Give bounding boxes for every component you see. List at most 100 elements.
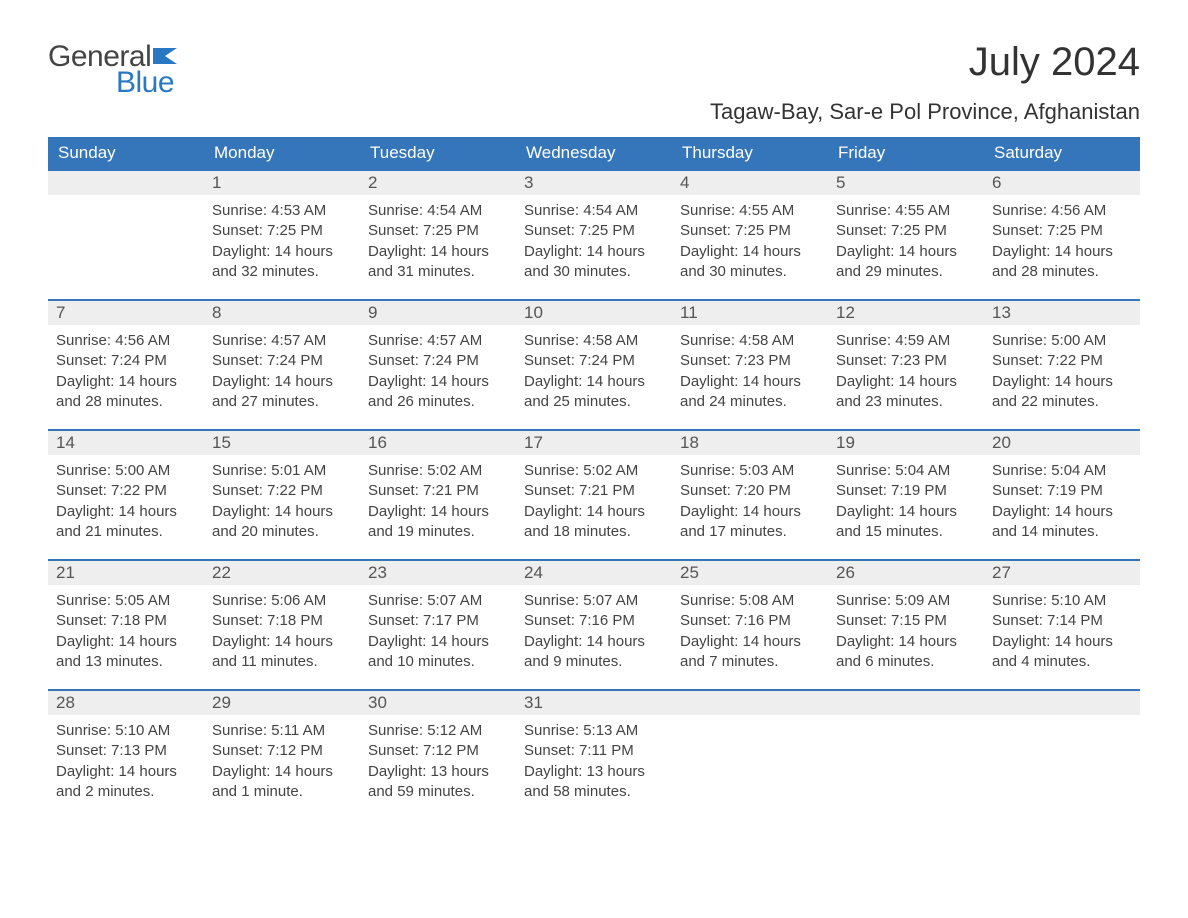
daylight1-text: Daylight: 14 hours — [836, 502, 976, 522]
day-cell: 26Sunrise: 5:09 AMSunset: 7:15 PMDayligh… — [828, 561, 984, 689]
day-cell: 1Sunrise: 4:53 AMSunset: 7:25 PMDaylight… — [204, 171, 360, 299]
day-cell: 28Sunrise: 5:10 AMSunset: 7:13 PMDayligh… — [48, 691, 204, 819]
daylight2-text: and 30 minutes. — [524, 262, 664, 282]
day-number: 15 — [204, 431, 360, 455]
day-number: 28 — [48, 691, 204, 715]
day-number: 17 — [516, 431, 672, 455]
sunrise-text: Sunrise: 4:58 AM — [680, 331, 820, 351]
day-body: Sunrise: 5:04 AMSunset: 7:19 PMDaylight:… — [984, 455, 1140, 554]
daylight1-text: Daylight: 14 hours — [680, 242, 820, 262]
daylight1-text: Daylight: 14 hours — [992, 372, 1132, 392]
daylight2-text: and 22 minutes. — [992, 392, 1132, 412]
sunset-text: Sunset: 7:18 PM — [212, 611, 352, 631]
day-cell: 15Sunrise: 5:01 AMSunset: 7:22 PMDayligh… — [204, 431, 360, 559]
daylight2-text: and 27 minutes. — [212, 392, 352, 412]
day-header: Thursday — [672, 137, 828, 169]
day-number — [828, 691, 984, 715]
day-body: Sunrise: 4:59 AMSunset: 7:23 PMDaylight:… — [828, 325, 984, 424]
sunrise-text: Sunrise: 5:13 AM — [524, 721, 664, 741]
daylight1-text: Daylight: 14 hours — [524, 372, 664, 392]
sunrise-text: Sunrise: 5:02 AM — [368, 461, 508, 481]
day-number: 24 — [516, 561, 672, 585]
sunrise-text: Sunrise: 4:55 AM — [836, 201, 976, 221]
daylight1-text: Daylight: 14 hours — [368, 502, 508, 522]
daylight1-text: Daylight: 14 hours — [680, 632, 820, 652]
day-number: 21 — [48, 561, 204, 585]
daylight1-text: Daylight: 14 hours — [836, 372, 976, 392]
day-number: 22 — [204, 561, 360, 585]
day-cell: 16Sunrise: 5:02 AMSunset: 7:21 PMDayligh… — [360, 431, 516, 559]
day-number: 7 — [48, 301, 204, 325]
day-header-row: Sunday Monday Tuesday Wednesday Thursday… — [48, 137, 1140, 169]
day-header: Wednesday — [516, 137, 672, 169]
sunset-text: Sunset: 7:25 PM — [524, 221, 664, 241]
daylight1-text: Daylight: 14 hours — [524, 632, 664, 652]
day-number: 23 — [360, 561, 516, 585]
sunrise-text: Sunrise: 5:02 AM — [524, 461, 664, 481]
day-body: Sunrise: 4:57 AMSunset: 7:24 PMDaylight:… — [204, 325, 360, 424]
day-body: Sunrise: 5:02 AMSunset: 7:21 PMDaylight:… — [360, 455, 516, 554]
sunset-text: Sunset: 7:24 PM — [524, 351, 664, 371]
daylight2-text: and 10 minutes. — [368, 652, 508, 672]
daylight1-text: Daylight: 14 hours — [524, 242, 664, 262]
day-number: 16 — [360, 431, 516, 455]
day-body: Sunrise: 4:55 AMSunset: 7:25 PMDaylight:… — [828, 195, 984, 294]
day-cell: 5Sunrise: 4:55 AMSunset: 7:25 PMDaylight… — [828, 171, 984, 299]
daylight1-text: Daylight: 14 hours — [56, 502, 196, 522]
day-body: Sunrise: 4:58 AMSunset: 7:24 PMDaylight:… — [516, 325, 672, 424]
day-body — [984, 715, 1140, 733]
sunrise-text: Sunrise: 4:58 AM — [524, 331, 664, 351]
day-body: Sunrise: 4:53 AMSunset: 7:25 PMDaylight:… — [204, 195, 360, 294]
logo-text-bottom: Blue — [116, 66, 174, 100]
day-cell: 22Sunrise: 5:06 AMSunset: 7:18 PMDayligh… — [204, 561, 360, 689]
day-number: 9 — [360, 301, 516, 325]
sunset-text: Sunset: 7:21 PM — [524, 481, 664, 501]
sunset-text: Sunset: 7:24 PM — [56, 351, 196, 371]
day-number: 14 — [48, 431, 204, 455]
sunset-text: Sunset: 7:25 PM — [212, 221, 352, 241]
sunrise-text: Sunrise: 5:06 AM — [212, 591, 352, 611]
day-cell — [672, 691, 828, 819]
daylight1-text: Daylight: 14 hours — [368, 632, 508, 652]
sunset-text: Sunset: 7:20 PM — [680, 481, 820, 501]
daylight2-text: and 13 minutes. — [56, 652, 196, 672]
daylight2-text: and 58 minutes. — [524, 782, 664, 802]
day-number: 3 — [516, 171, 672, 195]
sunrise-text: Sunrise: 5:00 AM — [56, 461, 196, 481]
day-number: 4 — [672, 171, 828, 195]
day-number — [984, 691, 1140, 715]
daylight2-text: and 9 minutes. — [524, 652, 664, 672]
sunset-text: Sunset: 7:14 PM — [992, 611, 1132, 631]
day-body — [672, 715, 828, 733]
daylight2-text: and 7 minutes. — [680, 652, 820, 672]
day-number: 1 — [204, 171, 360, 195]
daylight1-text: Daylight: 14 hours — [992, 632, 1132, 652]
day-number: 29 — [204, 691, 360, 715]
daylight2-text: and 6 minutes. — [836, 652, 976, 672]
sunrise-text: Sunrise: 4:54 AM — [368, 201, 508, 221]
sunrise-text: Sunrise: 5:11 AM — [212, 721, 352, 741]
daylight2-text: and 29 minutes. — [836, 262, 976, 282]
day-number: 26 — [828, 561, 984, 585]
daylight2-text: and 20 minutes. — [212, 522, 352, 542]
day-body: Sunrise: 5:13 AMSunset: 7:11 PMDaylight:… — [516, 715, 672, 814]
day-cell: 11Sunrise: 4:58 AMSunset: 7:23 PMDayligh… — [672, 301, 828, 429]
day-number: 8 — [204, 301, 360, 325]
day-body — [828, 715, 984, 733]
daylight2-text: and 32 minutes. — [212, 262, 352, 282]
day-cell: 13Sunrise: 5:00 AMSunset: 7:22 PMDayligh… — [984, 301, 1140, 429]
day-cell: 29Sunrise: 5:11 AMSunset: 7:12 PMDayligh… — [204, 691, 360, 819]
daylight2-text: and 17 minutes. — [680, 522, 820, 542]
day-number: 13 — [984, 301, 1140, 325]
day-cell: 2Sunrise: 4:54 AMSunset: 7:25 PMDaylight… — [360, 171, 516, 299]
calendar: Sunday Monday Tuesday Wednesday Thursday… — [48, 137, 1140, 819]
day-body: Sunrise: 4:57 AMSunset: 7:24 PMDaylight:… — [360, 325, 516, 424]
day-cell — [984, 691, 1140, 819]
daylight2-text: and 25 minutes. — [524, 392, 664, 412]
daylight1-text: Daylight: 14 hours — [212, 372, 352, 392]
day-number — [672, 691, 828, 715]
sunset-text: Sunset: 7:22 PM — [212, 481, 352, 501]
day-cell: 27Sunrise: 5:10 AMSunset: 7:14 PMDayligh… — [984, 561, 1140, 689]
sunset-text: Sunset: 7:22 PM — [992, 351, 1132, 371]
daylight2-text: and 23 minutes. — [836, 392, 976, 412]
